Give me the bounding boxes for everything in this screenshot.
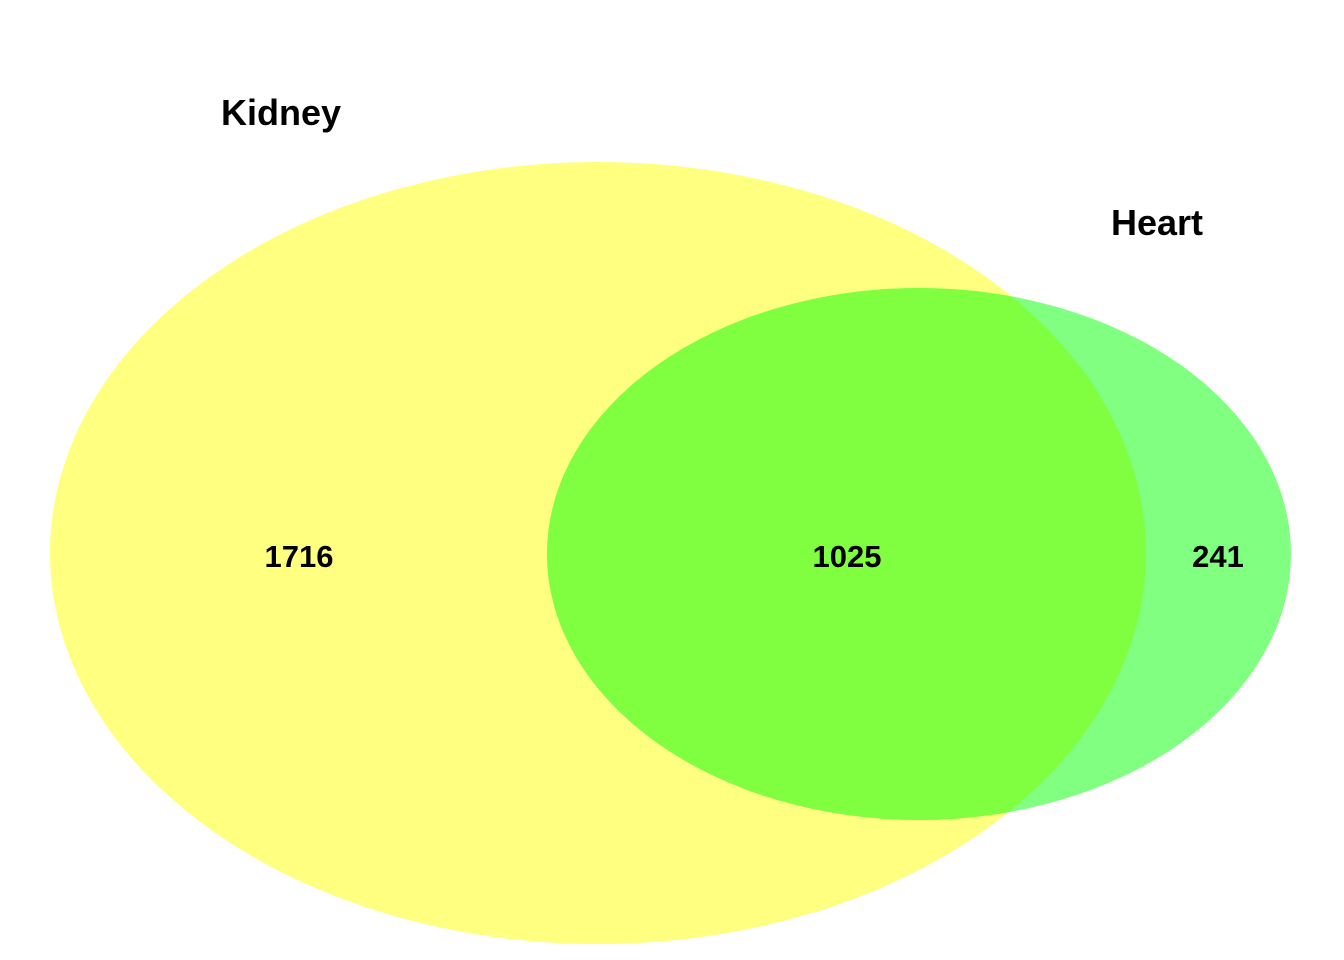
intersection-count: 1025: [813, 539, 882, 574]
heart-only-count: 241: [1192, 539, 1244, 574]
kidney-set-label: Kidney: [221, 92, 341, 133]
heart-set-label: Heart: [1111, 202, 1203, 243]
kidney-only-count: 1716: [265, 539, 334, 574]
intersection-region: [547, 288, 1146, 820]
